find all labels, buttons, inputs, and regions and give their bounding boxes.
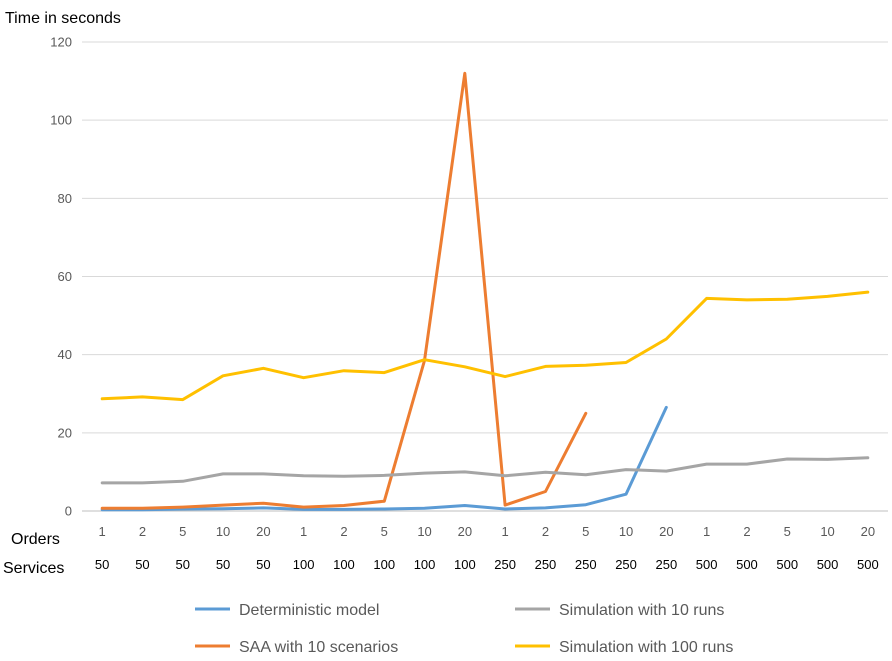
x-tick-label-orders: 5 xyxy=(179,524,186,539)
x-tick-label-orders: 1 xyxy=(300,524,307,539)
legend: Deterministic model Simulation with 10 ru… xyxy=(195,602,733,656)
x-tick-label-services: 100 xyxy=(373,557,395,572)
x-tick-label-services: 500 xyxy=(776,557,798,572)
legend-label: Deterministic model xyxy=(239,602,379,619)
x-tick-label-services: 100 xyxy=(293,557,315,572)
x-tick-label-services: 250 xyxy=(494,557,516,572)
x-tick-label-orders: 20 xyxy=(458,524,472,539)
x-tick-label-services: 100 xyxy=(454,557,476,572)
y-tick-labels: 0 20 40 60 80 100 120 xyxy=(50,35,72,519)
x-tick-label-services: 50 xyxy=(256,557,270,572)
x-tick-label-services: 250 xyxy=(655,557,677,572)
x-tick-label-services: 500 xyxy=(736,557,758,572)
x-tick-label-services: 250 xyxy=(535,557,557,572)
x-tick-label-orders: 1 xyxy=(703,524,710,539)
x-tick-label-orders: 10 xyxy=(216,524,230,539)
x-tick-label-orders: 2 xyxy=(743,524,750,539)
y-tick-label: 60 xyxy=(58,269,72,284)
x-tick-label-orders: 2 xyxy=(340,524,347,539)
x-tick-label-orders: 10 xyxy=(417,524,431,539)
y-tick-label: 100 xyxy=(50,113,72,128)
x-tick-label-services: 100 xyxy=(333,557,355,572)
x-tick-label-services: 500 xyxy=(857,557,879,572)
x-tick-label-services: 250 xyxy=(615,557,637,572)
series-lines xyxy=(100,71,870,512)
series-line-3 xyxy=(100,456,870,485)
x-tick-label-orders: 5 xyxy=(381,524,388,539)
x-tick-label-services: 50 xyxy=(216,557,230,572)
x-tick-label-orders: 5 xyxy=(582,524,589,539)
gridlines xyxy=(82,41,888,512)
x-tick-label-services: 50 xyxy=(95,557,109,572)
series-line-1 xyxy=(100,405,668,512)
x-row-label-orders: Orders xyxy=(11,531,60,548)
x-tick-label-orders: 20 xyxy=(659,524,673,539)
x-tick-label-orders: 1 xyxy=(502,524,509,539)
legend-label: Simulation with 10 runs xyxy=(559,602,724,619)
series-line-2 xyxy=(100,71,588,510)
x-tick-label-services: 500 xyxy=(817,557,839,572)
x-tick-label-orders: 20 xyxy=(861,524,875,539)
y-tick-label: 0 xyxy=(65,504,72,519)
x-tick-label-orders: 1 xyxy=(99,524,106,539)
y-tick-label: 80 xyxy=(58,191,72,206)
series-line-4 xyxy=(100,290,870,402)
y-axis-title: Time in seconds xyxy=(5,10,121,27)
x-tick-label-services: 100 xyxy=(414,557,436,572)
y-tick-label: 20 xyxy=(58,425,72,440)
x-tick-label-orders: 2 xyxy=(139,524,146,539)
x-tick-label-orders: 20 xyxy=(256,524,270,539)
x-tick-label-services: 500 xyxy=(696,557,718,572)
x-tick-label-orders: 10 xyxy=(820,524,834,539)
y-tick-label: 120 xyxy=(50,35,72,50)
x-tick-label-orders: 2 xyxy=(542,524,549,539)
legend-label: SAA with 10 scenarios xyxy=(239,639,398,656)
x-tick-label-services: 50 xyxy=(135,557,149,572)
x-tick-label-services: 50 xyxy=(176,557,190,572)
x-tick-labels: 1502505501050205011002100510010100201001… xyxy=(95,524,879,572)
x-tick-label-orders: 5 xyxy=(784,524,791,539)
x-row-label-services: Services xyxy=(3,560,64,577)
x-tick-label-services: 250 xyxy=(575,557,597,572)
legend-label: Simulation with 100 runs xyxy=(559,639,733,656)
y-tick-label: 40 xyxy=(58,347,72,362)
x-tick-label-orders: 10 xyxy=(619,524,633,539)
